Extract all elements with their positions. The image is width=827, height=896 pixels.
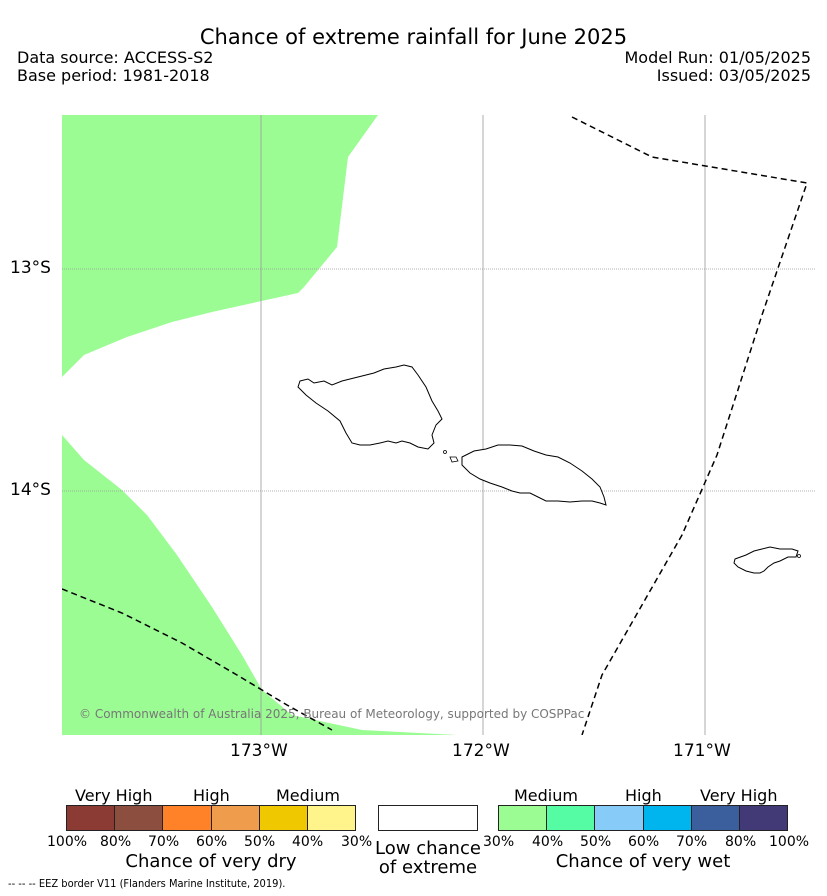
dry-swatch-60-50 xyxy=(211,806,260,830)
data-source-label: Data source: ACCESS-S2 xyxy=(17,48,214,67)
dry-swatch-100-80 xyxy=(67,806,116,830)
map-credit: © Commonwealth of Australia 2025, Bureau… xyxy=(79,707,585,721)
dry-tick-60: 60% xyxy=(196,834,228,850)
dry-swatch-70-60 xyxy=(163,806,212,830)
dry-swatch-40-30 xyxy=(307,806,356,830)
rainfall-map xyxy=(62,115,815,735)
wet-swatch-30-40 xyxy=(499,806,548,830)
upolu-island xyxy=(461,444,607,506)
wet-colorbar xyxy=(498,805,788,831)
wet-legend-medium: Medium xyxy=(514,786,578,805)
wet-legend-high: High xyxy=(625,786,662,805)
model-run-label: Model Run: 01/05/2025 xyxy=(624,48,812,67)
lon-label-172w: 172°W xyxy=(452,741,510,761)
tutuila-island xyxy=(733,546,799,574)
dry-tick-80: 80% xyxy=(100,834,132,850)
wet-medium-area-north xyxy=(62,115,378,377)
dry-legend-high: High xyxy=(193,786,230,805)
apolima-island xyxy=(443,450,447,454)
dry-tick-50: 50% xyxy=(244,834,276,850)
wet-swatch-70-80 xyxy=(691,806,740,830)
aunuu-island xyxy=(797,554,801,558)
dry-tick-100: 100% xyxy=(47,834,88,850)
lat-label-13s: 13°S xyxy=(10,258,51,278)
manono-island xyxy=(449,456,459,463)
low-chance-caption-line2: of extreme xyxy=(378,857,478,878)
eez-border xyxy=(62,116,808,735)
savaii-island xyxy=(297,364,443,450)
dry-swatch-80-70 xyxy=(115,806,164,830)
map-title: Chance of extreme rainfall for June 2025 xyxy=(199,25,628,49)
wet-swatch-40-50 xyxy=(547,806,596,830)
issued-label: Issued: 03/05/2025 xyxy=(656,66,811,85)
wet-swatch-60-70 xyxy=(643,806,692,830)
wet-swatch-80-100 xyxy=(739,806,788,830)
dry-tick-70: 70% xyxy=(148,834,180,850)
dry-legend-very-high: Very High xyxy=(75,786,153,805)
wet-tick-100: 100% xyxy=(769,834,810,850)
low-chance-caption-line1: Low chance xyxy=(375,838,481,859)
lat-label-14s: 14°S xyxy=(10,480,51,500)
lon-label-171w: 171°W xyxy=(673,741,731,761)
low-chance-swatch xyxy=(378,805,478,831)
graticule xyxy=(62,115,815,735)
dry-legend-medium: Medium xyxy=(276,786,340,805)
wet-tick-70: 70% xyxy=(676,834,708,850)
wet-tick-80: 80% xyxy=(725,834,757,850)
lon-label-173w: 173°W xyxy=(230,741,288,761)
dry-tick-40: 40% xyxy=(292,834,324,850)
dry-legend-caption: Chance of very dry xyxy=(125,851,297,872)
eez-footnote: -- -- -- EEZ border V11 (Flanders Marine… xyxy=(8,877,286,890)
wet-legend-caption: Chance of very wet xyxy=(555,851,731,872)
wet-tick-40: 40% xyxy=(532,834,564,850)
wet-swatch-50-60 xyxy=(595,806,644,830)
dry-tick-30: 30% xyxy=(341,834,373,850)
wet-tick-60: 60% xyxy=(628,834,660,850)
wet-tick-30: 30% xyxy=(483,834,515,850)
dry-colorbar xyxy=(66,805,356,831)
dry-swatch-50-40 xyxy=(259,806,308,830)
wet-tick-50: 50% xyxy=(580,834,612,850)
wet-medium-area-south xyxy=(62,435,457,735)
wet-legend-very-high: Very High xyxy=(700,786,778,805)
base-period-label: Base period: 1981-2018 xyxy=(17,66,210,85)
